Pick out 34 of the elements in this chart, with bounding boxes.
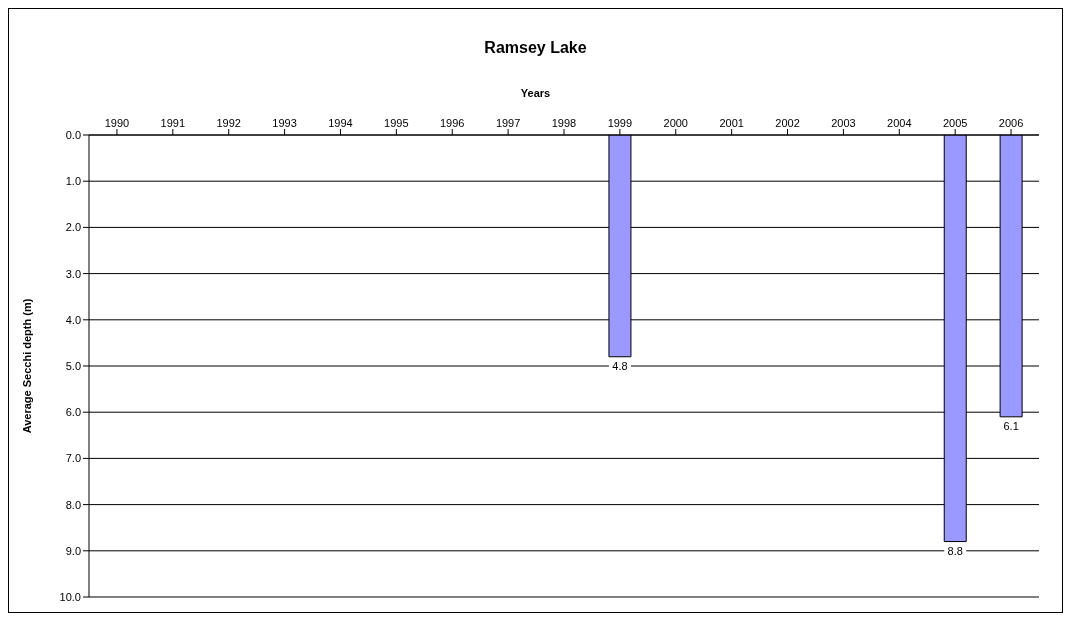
x-tick-label: 1998 (551, 117, 577, 129)
x-tick-label: 1996 (439, 117, 465, 129)
x-tick-label: 1991 (160, 117, 186, 129)
y-tick-label: 3.0 (65, 267, 81, 280)
x-tick-label: 2002 (775, 117, 800, 129)
x-tick-label: 2004 (887, 117, 912, 129)
y-tick-label: 1.0 (65, 175, 81, 188)
x-tick-label: 1999 (607, 117, 633, 129)
x-tick-label: 2006 (998, 117, 1024, 129)
x-axis-title: Years (519, 87, 552, 99)
x-tick-label: 2001 (719, 117, 744, 129)
y-tick-label: 6.0 (65, 406, 81, 419)
x-tick-label: 1994 (328, 117, 353, 129)
x-tick-label: 2005 (942, 117, 968, 129)
y-tick-label: 8.0 (65, 498, 81, 511)
x-tick-label: 2000 (663, 117, 689, 129)
y-tick-label: 4.0 (65, 313, 81, 326)
y-tick-label: 10.0 (59, 590, 81, 603)
y-tick-label: 7.0 (65, 452, 81, 465)
data-label: 4.8 (612, 359, 628, 372)
x-tick-label: 1997 (495, 117, 521, 129)
chart-title: Ramsey Lake (483, 39, 588, 58)
y-tick-label: 9.0 (65, 544, 81, 557)
x-tick-label: 1992 (216, 117, 241, 129)
x-tick-label: 1990 (104, 117, 130, 129)
data-label: 6.1 (1003, 419, 1019, 432)
y-tick-label: 2.0 (65, 221, 81, 234)
y-tick-label: 0.0 (65, 128, 81, 141)
y-axis-title: Average Secchi depth (m) (20, 298, 33, 434)
y-tick-label: 5.0 (65, 359, 81, 372)
x-tick-label: 1995 (384, 117, 409, 129)
data-label: 8.8 (947, 544, 963, 557)
x-tick-label: 1993 (272, 117, 297, 129)
x-tick-label: 2003 (831, 117, 856, 129)
